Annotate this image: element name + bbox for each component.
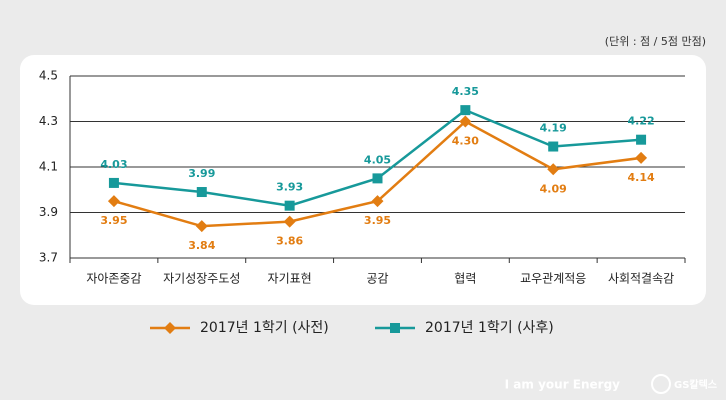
- marker: [284, 200, 295, 211]
- x-tick-label: 자기표현: [268, 272, 312, 286]
- value-label: 4.14: [628, 171, 655, 184]
- value-label: 4.09: [540, 182, 567, 195]
- y-tick-label: 3.7: [39, 251, 58, 265]
- legend-marker: [164, 322, 176, 334]
- value-label: 3.84: [188, 239, 215, 252]
- value-label: 3.99: [188, 167, 215, 180]
- marker: [196, 187, 207, 198]
- value-label: 4.05: [364, 153, 391, 166]
- value-label: 4.30: [452, 135, 479, 148]
- x-tick-label: 자아존중감: [86, 272, 141, 286]
- marker: [283, 215, 296, 228]
- x-tick-label: 협력: [454, 272, 476, 286]
- legend-label: 2017년 1학기 (사전): [200, 320, 329, 336]
- value-label: 3.93: [276, 181, 303, 194]
- x-tick-label: 사회적결속감: [608, 272, 674, 286]
- marker: [547, 163, 560, 176]
- marker: [195, 220, 208, 233]
- value-label: 4.03: [100, 158, 127, 171]
- y-tick-label: 4.1: [39, 160, 58, 174]
- x-tick-label: 교우관계적응: [520, 272, 586, 286]
- panel: [20, 55, 706, 305]
- value-label: 4.19: [540, 122, 567, 135]
- x-tick-label: 공감: [366, 272, 388, 286]
- marker: [459, 115, 472, 128]
- footer: I am your Energy: [505, 378, 621, 392]
- logo-icon: [651, 374, 671, 394]
- value-label: 4.35: [452, 85, 479, 98]
- y-tick-label: 3.9: [39, 205, 58, 219]
- unit-note: (단위 : 점 / 5점 만점): [605, 35, 706, 48]
- value-label: 3.95: [364, 214, 391, 227]
- marker: [107, 195, 120, 208]
- marker: [372, 173, 383, 184]
- value-label: 3.95: [100, 214, 127, 227]
- marker: [108, 177, 119, 188]
- marker: [460, 105, 471, 116]
- brand: GS칼텍스: [674, 378, 717, 391]
- value-label: 4.22: [628, 115, 655, 128]
- marker: [548, 141, 559, 152]
- y-tick-label: 4.3: [39, 114, 58, 128]
- legend-marker: [390, 323, 400, 333]
- marker: [636, 134, 647, 145]
- marker: [635, 151, 648, 164]
- marker: [371, 195, 384, 208]
- legend-label: 2017년 1학기 (사후): [425, 320, 554, 336]
- value-label: 3.86: [276, 235, 303, 248]
- x-tick-label: 자기성장주도성: [163, 272, 240, 286]
- y-tick-label: 4.5: [39, 69, 58, 83]
